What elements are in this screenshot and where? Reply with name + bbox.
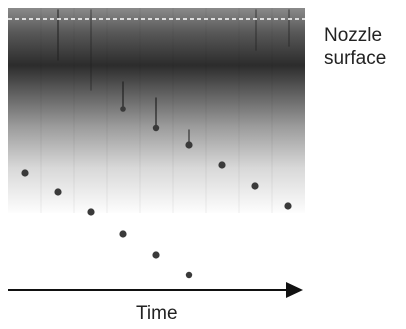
droplet xyxy=(87,208,95,216)
time-arrow-head xyxy=(286,282,303,298)
droplet xyxy=(152,251,160,259)
right-arrow-icon xyxy=(8,282,303,298)
droplet xyxy=(119,230,127,238)
nozzle-label-line1: Nozzle xyxy=(324,25,383,46)
droplet xyxy=(284,202,292,210)
droplet xyxy=(185,271,193,279)
nozzle-surface-label: Nozzle surface xyxy=(324,24,386,70)
droplet xyxy=(54,188,62,196)
droplet xyxy=(218,161,226,169)
nozzle-label-line2: surface xyxy=(324,48,387,69)
droplets xyxy=(21,106,292,279)
frame-dividers xyxy=(40,8,273,213)
droplet xyxy=(152,124,160,132)
droplet xyxy=(21,169,29,177)
time-axis-label: Time xyxy=(136,303,178,324)
droplet xyxy=(120,106,126,112)
droplet xyxy=(251,182,259,190)
droplet xyxy=(185,141,193,149)
